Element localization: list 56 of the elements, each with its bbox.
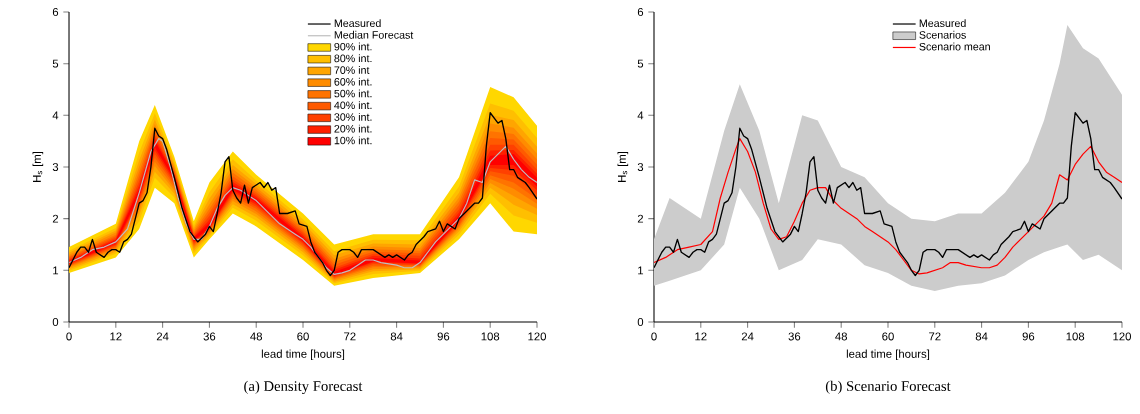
x-tick-label: 120 bbox=[1113, 332, 1131, 341]
legend-label: Median Forecast bbox=[334, 30, 414, 39]
x-tick-label: 108 bbox=[481, 332, 500, 341]
legend-label: 40% int. bbox=[334, 101, 372, 110]
x-tick-label: 60 bbox=[297, 332, 309, 341]
legend-label: 10% int. bbox=[334, 136, 372, 145]
x-tick-label: 48 bbox=[250, 332, 263, 341]
legend-label: 50% int. bbox=[334, 89, 372, 98]
y-tick-label: 0 bbox=[52, 317, 59, 326]
x-tick-label: 108 bbox=[1066, 332, 1085, 341]
x-tick-label: 0 bbox=[651, 332, 657, 341]
x-tick-label: 36 bbox=[203, 332, 216, 341]
x-tick-label: 84 bbox=[390, 332, 403, 341]
y-tick-label: 2 bbox=[52, 214, 59, 223]
x-tick-label: 84 bbox=[975, 332, 988, 341]
text: (b) Scenario Forecast bbox=[825, 380, 951, 394]
x-tick-label: 48 bbox=[835, 332, 848, 341]
legend-label: 20% int. bbox=[334, 124, 372, 133]
y-tick-label: 5 bbox=[637, 59, 644, 68]
y-axis-title: H$_{s}$ [m] bbox=[617, 151, 629, 182]
x-tick-label: 120 bbox=[528, 332, 546, 341]
legend-label: Scenarios bbox=[919, 30, 966, 39]
y-tick-label: 3 bbox=[52, 162, 59, 171]
y-axis-title: H$_{s}$ [m] bbox=[32, 151, 44, 182]
legend-label: 70% int bbox=[334, 66, 370, 74]
legend-label: 60% int. bbox=[334, 77, 372, 86]
legend-label: 80% int. bbox=[334, 54, 372, 63]
y-tick-label: 5 bbox=[52, 59, 59, 68]
x-tick-label: 36 bbox=[788, 332, 801, 341]
y-tick-label: 0 bbox=[637, 317, 644, 326]
legend-label: Measured bbox=[919, 19, 966, 27]
x-tick-label: 96 bbox=[437, 332, 450, 341]
y-tick-label: 2 bbox=[637, 214, 644, 223]
y-tick-label: 4 bbox=[637, 111, 644, 120]
x-tick-label: 72 bbox=[344, 332, 356, 341]
legend-label: Measured bbox=[334, 19, 381, 27]
y-tick-label: 6 bbox=[637, 7, 644, 16]
x-tick-label: 72 bbox=[929, 332, 941, 341]
y-tick-label: 6 bbox=[52, 7, 59, 16]
x-tick-label: 96 bbox=[1022, 332, 1035, 341]
y-tick-label: 1 bbox=[638, 266, 644, 275]
y-tick-label: 4 bbox=[52, 111, 59, 120]
x-tick-label: 0 bbox=[66, 332, 72, 341]
x-tick-label: 24 bbox=[741, 332, 754, 341]
x-tick-label: 24 bbox=[156, 332, 169, 341]
y-tick-label: 1 bbox=[53, 266, 59, 275]
legend-label: 90% int. bbox=[334, 42, 372, 51]
x-axis-title: lead time [hours] bbox=[846, 349, 930, 361]
x-tick-label: 12 bbox=[110, 332, 122, 341]
text: (a) Density Forecast bbox=[244, 380, 363, 395]
x-tick-label: 60 bbox=[882, 332, 894, 341]
legend-label: Scenario mean bbox=[919, 42, 990, 51]
x-axis-title: lead time [hours] bbox=[261, 349, 345, 361]
legend-label: 30% int. bbox=[334, 112, 372, 121]
y-tick-label: 3 bbox=[637, 162, 644, 171]
x-tick-label: 12 bbox=[695, 332, 707, 341]
